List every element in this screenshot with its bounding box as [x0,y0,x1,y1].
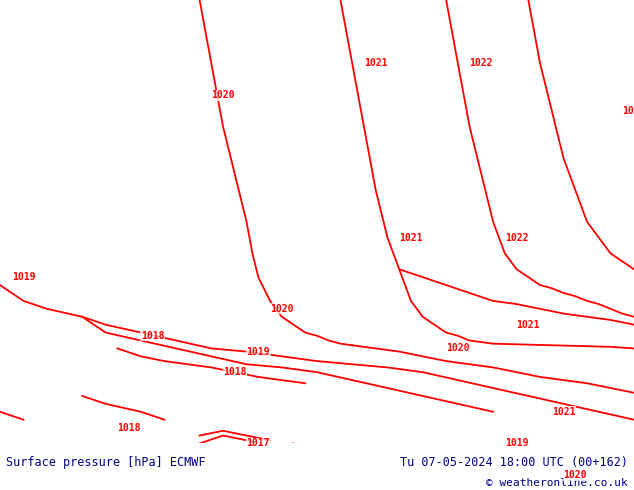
Text: 1018: 1018 [141,331,164,341]
Text: 1020: 1020 [270,304,294,314]
Text: 1022: 1022 [470,58,493,68]
Text: 1019: 1019 [505,439,528,448]
Text: 1018: 1018 [223,367,247,377]
Text: 1020: 1020 [446,343,470,353]
Text: 1020: 1020 [564,470,587,480]
Text: 1021: 1021 [552,407,575,417]
Text: 1018: 1018 [117,422,141,433]
Text: 1021: 1021 [399,233,423,243]
Text: 1022: 1022 [505,233,528,243]
Text: Tu 07-05-2024 18:00 UTC (00+162): Tu 07-05-2024 18:00 UTC (00+162) [399,457,628,469]
Text: 1020: 1020 [211,90,235,100]
Text: Surface pressure [hPa] ECMWF: Surface pressure [hPa] ECMWF [6,457,206,469]
Text: © weatheronline.co.uk: © weatheronline.co.uk [486,478,628,488]
Text: 1017: 1017 [247,439,270,448]
Text: 1022: 1022 [622,106,634,116]
Text: 1019: 1019 [247,346,270,357]
Text: 1019: 1019 [12,272,36,282]
Text: 1021: 1021 [364,58,387,68]
Text: 1021: 1021 [517,319,540,330]
